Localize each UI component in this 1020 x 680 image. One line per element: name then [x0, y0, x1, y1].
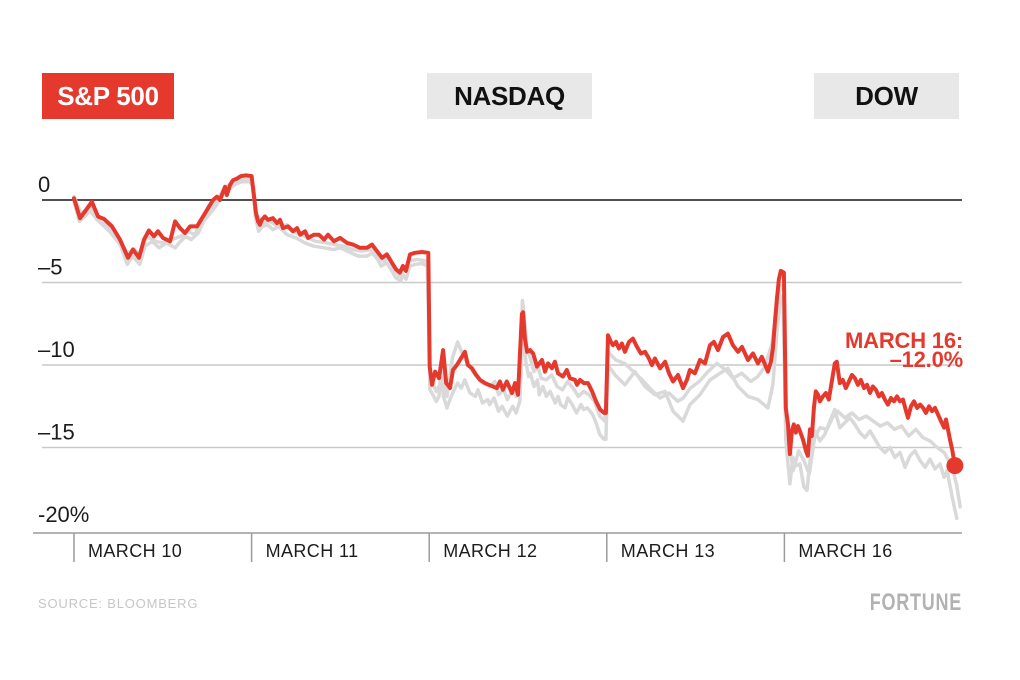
y-tick-label: –10 — [38, 337, 75, 362]
x-tick-label: MARCH 12 — [443, 541, 537, 561]
end-value-annotation: MARCH 16: –12.0% — [845, 328, 964, 372]
end-point-dot — [946, 457, 964, 475]
tab-nasdaq-label: NASDAQ — [454, 80, 565, 111]
series-line-nasdaq — [72, 176, 962, 509]
tab-dow-label: DOW — [855, 80, 918, 111]
annotation-value: –12.0% — [889, 347, 964, 372]
tab-dow[interactable]: DOW — [814, 73, 959, 119]
x-tick-label: MARCH 16 — [798, 541, 892, 561]
fortune-logo: FORTUNE — [869, 589, 962, 616]
source-label: SOURCE: BLOOMBERG — [38, 596, 199, 611]
y-tick-label: –15 — [38, 420, 75, 445]
x-tick-label: MARCH 13 — [621, 541, 715, 561]
series-line-s-p-500 — [72, 173, 957, 468]
series-line-dow — [72, 180, 959, 521]
y-tick-label: –5 — [38, 255, 62, 280]
annotation-date: MARCH 16: — [845, 328, 963, 353]
tab-sp500[interactable]: S&P 500 — [42, 73, 174, 119]
tab-nasdaq[interactable]: NASDAQ — [427, 73, 592, 119]
y-tick-label: -20% — [38, 502, 89, 527]
tab-sp500-label: S&P 500 — [57, 80, 159, 111]
x-tick-label: MARCH 10 — [88, 541, 182, 561]
y-tick-label: 0 — [38, 172, 50, 197]
x-tick-label: MARCH 11 — [266, 541, 359, 561]
